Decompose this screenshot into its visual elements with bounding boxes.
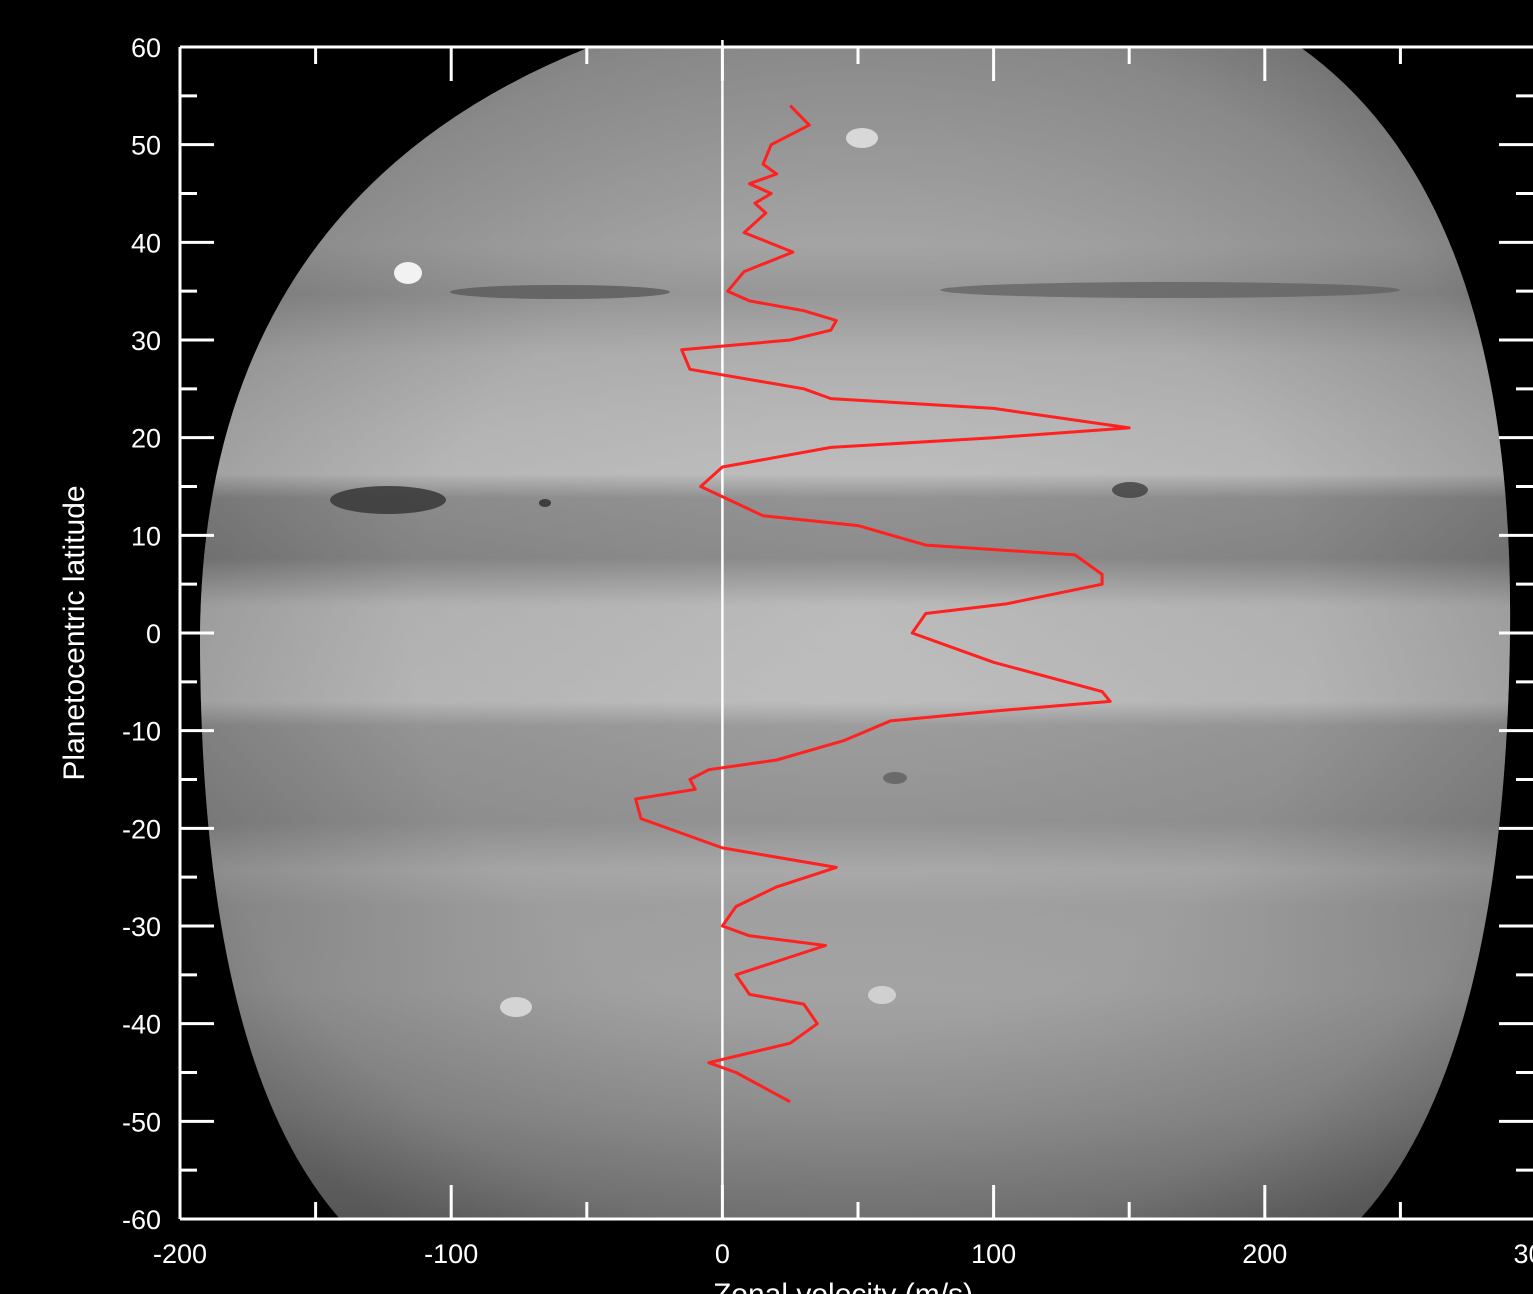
x-axis-title: Zonal velocity (m/s) <box>713 1278 973 1294</box>
x-tick-labels: -200 -100 0 100 200 300 <box>153 1239 1533 1269</box>
y-tick-label: 20 <box>131 424 161 454</box>
y-tick-labels: 60 50 40 30 20 10 0 -10 -20 -30 -40 -50 -60 <box>122 33 161 1235</box>
x-tick-label: -100 <box>424 1239 478 1269</box>
y-tick-label: 40 <box>131 228 161 258</box>
y-tick-label: -50 <box>122 1107 161 1137</box>
y-tick-label: -20 <box>122 814 161 844</box>
y-tick-label: -10 <box>122 717 161 747</box>
y-tick-label: 0 <box>146 619 161 649</box>
zonal-velocity-profile-line <box>634 104 1131 1104</box>
y-tick-label: -40 <box>122 1010 161 1040</box>
x-tick-label: -200 <box>153 1239 207 1269</box>
y-tick-label: -30 <box>122 912 161 942</box>
y-tick-label: 10 <box>131 521 161 551</box>
y-tick-label: 50 <box>131 131 161 161</box>
jupiter-disk-image <box>200 47 1511 1219</box>
x-tick-label: 200 <box>1242 1239 1287 1269</box>
y-tick-label: 60 <box>131 33 161 63</box>
x-tick-label: 100 <box>971 1239 1016 1269</box>
x-tick-label: 0 <box>715 1239 730 1269</box>
y-axis-title: Planetocentric latitude <box>58 485 91 780</box>
y-tick-label: -60 <box>122 1205 161 1235</box>
y-tick-label: 30 <box>131 326 161 356</box>
tick-marks <box>178 45 1533 1221</box>
x-tick-label: 300 <box>1513 1239 1533 1269</box>
